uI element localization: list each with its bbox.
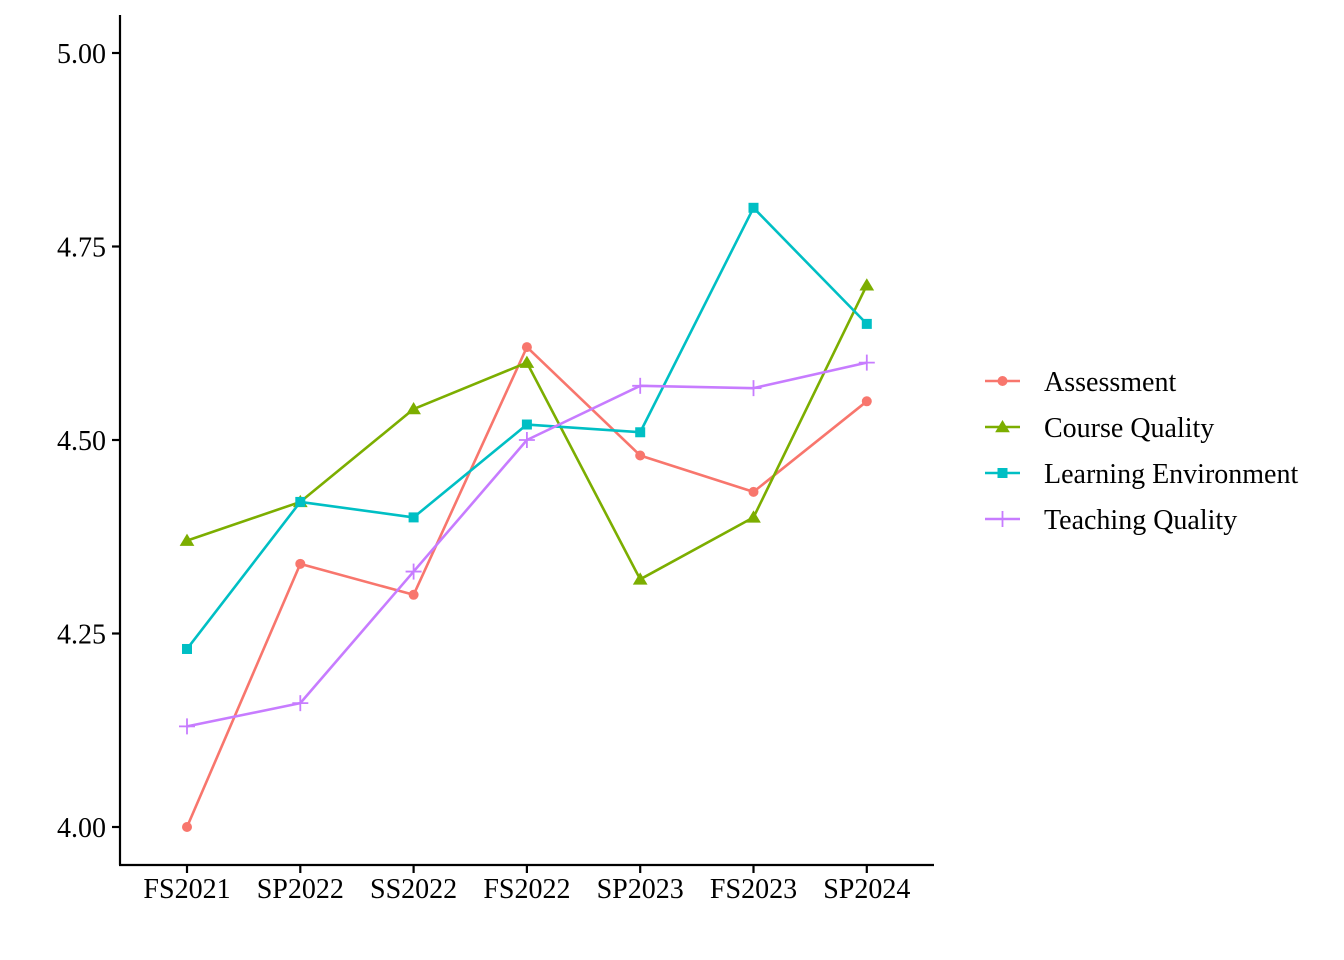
- data-point-assessment: [408, 589, 419, 600]
- x-tick-label: FS2022: [483, 874, 570, 905]
- data-point-assessment: [748, 486, 759, 497]
- series-course-quality: [179, 278, 875, 585]
- data-point-teaching-quality: [179, 718, 195, 735]
- data-point-learning-environment: [521, 419, 532, 430]
- data-point-learning-environment: [182, 643, 192, 654]
- legend-label: Learning Environment: [1044, 459, 1298, 490]
- legend-key-marker: [995, 420, 1010, 433]
- x-tick-label: SP2022: [257, 874, 344, 905]
- x-tick-label: FS2021: [143, 874, 230, 905]
- data-point-learning-environment: [861, 318, 872, 329]
- data-point-learning-environment: [635, 427, 646, 438]
- plot-area: [179, 202, 875, 832]
- x-tick-label: FS2023: [710, 874, 797, 905]
- data-point-assessment: [182, 822, 192, 832]
- y-tick-label: 5.00: [57, 39, 106, 70]
- data-point-course-quality: [179, 533, 195, 546]
- series-line-teaching-quality: [186, 361, 868, 728]
- legend-item-course-quality: Course Quality: [985, 413, 1214, 444]
- series-teaching-quality: [179, 354, 875, 735]
- legend-key-marker: [997, 468, 1008, 478]
- series-line-assessment: [185, 345, 868, 828]
- data-point-learning-environment: [408, 512, 419, 523]
- x-tick-label: SS2022: [370, 874, 457, 905]
- data-point-course-quality: [519, 355, 535, 368]
- data-point-learning-environment: [748, 202, 759, 213]
- x-tick-label: SP2024: [823, 874, 910, 905]
- data-point-course-quality: [406, 402, 421, 415]
- legend: Assessment Course Quality Learning Environ…: [985, 367, 1298, 536]
- legend-key-marker: [994, 511, 1011, 527]
- data-point-teaching-quality: [632, 377, 649, 394]
- data-point-teaching-quality: [858, 354, 875, 371]
- data-point-course-quality: [632, 572, 648, 585]
- legend-label: Assessment: [1044, 367, 1176, 398]
- data-point-assessment: [295, 558, 306, 569]
- legend-item-teaching-quality: Teaching Quality: [985, 505, 1237, 536]
- data-point-assessment: [861, 396, 872, 407]
- y-tick-label: 4.75: [57, 233, 106, 264]
- data-point-assessment: [635, 450, 646, 461]
- data-point-course-quality: [859, 278, 875, 291]
- data-point-teaching-quality: [292, 695, 309, 712]
- legend-label: Teaching Quality: [1044, 505, 1237, 536]
- y-tick-label: 4.50: [57, 426, 106, 457]
- legend-label: Course Quality: [1044, 413, 1214, 444]
- y-tick-label: 4.25: [57, 620, 106, 651]
- series-assessment: [182, 342, 872, 832]
- data-point-learning-environment: [295, 496, 306, 507]
- y-tick-label: 4.00: [57, 813, 106, 844]
- x-tick-label: SP2023: [597, 874, 684, 905]
- data-point-assessment: [521, 342, 532, 353]
- legend-item-assessment: Assessment: [985, 367, 1176, 398]
- data-point-teaching-quality: [405, 563, 422, 580]
- legend-key-marker: [997, 376, 1008, 386]
- legend-item-learning-environment: Learning Environment: [985, 459, 1298, 490]
- data-point-teaching-quality: [745, 380, 762, 397]
- data-point-course-quality: [746, 510, 761, 523]
- axes: 4.00 4.25 4.50 4.75 5.00 FS2021 SP2022 SS2022 FS…: [57, 15, 934, 905]
- series-learning-environment: [182, 202, 872, 654]
- data-point-teaching-quality: [518, 432, 535, 448]
